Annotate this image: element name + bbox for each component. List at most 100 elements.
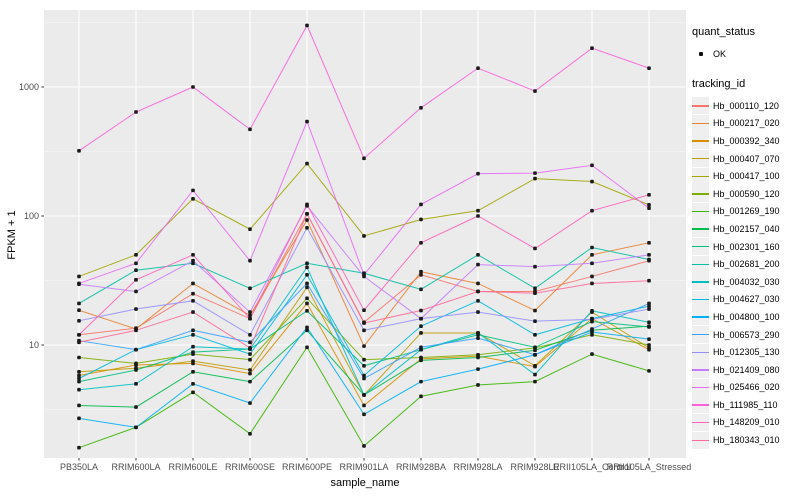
data-point xyxy=(590,309,594,313)
data-point xyxy=(476,352,480,357)
legend-key-line-icon xyxy=(692,114,709,132)
data-point xyxy=(419,308,423,313)
legend-key-line-icon xyxy=(692,255,709,273)
data-point xyxy=(590,317,594,322)
data-point xyxy=(134,347,138,352)
data-point xyxy=(419,105,423,110)
legend-key-line-icon xyxy=(692,185,709,203)
legend-key-line-icon xyxy=(692,343,709,361)
data-point xyxy=(419,202,423,207)
legend-item-label: Hb_025466_020 xyxy=(713,382,780,393)
legend-item: Hb_000417_100 xyxy=(692,167,798,185)
legend-item: Hb_002681_200 xyxy=(692,255,798,273)
plot-panel xyxy=(44,10,686,458)
data-point xyxy=(248,379,252,384)
data-point xyxy=(362,444,366,448)
data-point xyxy=(305,309,309,313)
legend-item: Hb_000407_070 xyxy=(692,150,798,168)
data-point xyxy=(191,188,195,193)
data-point xyxy=(134,278,138,282)
data-point xyxy=(419,269,423,274)
data-point xyxy=(248,371,252,376)
data-point xyxy=(476,171,480,176)
data-point xyxy=(191,281,195,286)
data-point xyxy=(305,273,309,277)
data-point xyxy=(419,355,423,360)
x-tick-label: RRIM600LE xyxy=(168,462,218,472)
x-tick-label: RRIM928BA xyxy=(395,462,447,472)
data-point xyxy=(362,308,366,313)
y-tick-label: 10 xyxy=(28,340,39,350)
legend-item: Hb_180343_010 xyxy=(692,431,798,449)
data-point xyxy=(305,285,309,290)
data-point xyxy=(362,393,366,397)
legend-item-label: Hb_006573_290 xyxy=(713,329,780,340)
data-point xyxy=(647,325,651,329)
legend-item-label: Hb_004627_030 xyxy=(713,294,780,305)
data-point xyxy=(362,156,366,161)
data-points xyxy=(77,23,651,450)
data-point xyxy=(362,373,366,378)
data-point xyxy=(647,369,651,373)
data-point xyxy=(647,343,651,347)
data-point xyxy=(305,23,309,28)
data-point xyxy=(77,332,81,337)
data-point xyxy=(362,234,366,238)
data-point xyxy=(191,369,195,374)
data-point xyxy=(362,273,366,277)
data-point xyxy=(191,196,195,201)
data-point xyxy=(476,289,480,294)
data-point xyxy=(362,357,366,362)
legend-item: Hb_002157_040 xyxy=(692,220,798,238)
data-point xyxy=(419,273,423,277)
data-point xyxy=(419,324,423,328)
legend-item: Hb_000392_340 xyxy=(692,132,798,150)
x-tick-label: RRIM600SE xyxy=(224,462,276,472)
data-point xyxy=(248,286,252,291)
data-point xyxy=(476,367,480,371)
data-point xyxy=(590,245,594,250)
data-point xyxy=(533,319,537,323)
data-point xyxy=(305,161,309,166)
data-point xyxy=(647,240,651,245)
data-point xyxy=(191,390,195,395)
data-point xyxy=(77,369,81,374)
data-point xyxy=(533,332,537,337)
legend-key-line-icon xyxy=(692,308,709,326)
data-point xyxy=(533,372,537,377)
data-point xyxy=(647,66,651,70)
data-point xyxy=(647,203,651,207)
data-point xyxy=(476,262,480,267)
data-point xyxy=(590,352,594,356)
x-tick-label: RRII105LA_Stressed xyxy=(606,462,692,472)
legend-item: Hb_006573_290 xyxy=(692,326,798,344)
legend-tracking-id-title: tracking_id xyxy=(692,78,746,90)
legend-item-label: Hb_000217_020 xyxy=(713,118,780,129)
data-point xyxy=(647,253,651,257)
data-point xyxy=(305,226,309,230)
data-point xyxy=(647,301,651,306)
data-point xyxy=(362,376,366,381)
legend-item: Hb_025466_020 xyxy=(692,378,798,397)
legend-item-label: Hb_012305_130 xyxy=(713,347,780,358)
data-point xyxy=(77,301,81,306)
data-point xyxy=(647,320,651,325)
data-point xyxy=(134,368,138,372)
data-point xyxy=(647,304,651,308)
data-point xyxy=(134,253,138,257)
legend-key-line-icon xyxy=(692,290,709,308)
data-point xyxy=(134,261,138,266)
legend-key-line-icon xyxy=(692,413,709,431)
data-point xyxy=(476,208,480,213)
data-point xyxy=(362,344,366,348)
legend-item: Hb_000590_120 xyxy=(692,185,798,203)
legend-key-line-icon xyxy=(692,132,709,150)
data-point xyxy=(590,253,594,257)
legend-item: Hb_000110_120 xyxy=(692,97,798,115)
legend-key-line-icon xyxy=(692,396,709,414)
data-point xyxy=(419,358,423,363)
data-point xyxy=(77,387,81,392)
data-point xyxy=(476,310,480,314)
